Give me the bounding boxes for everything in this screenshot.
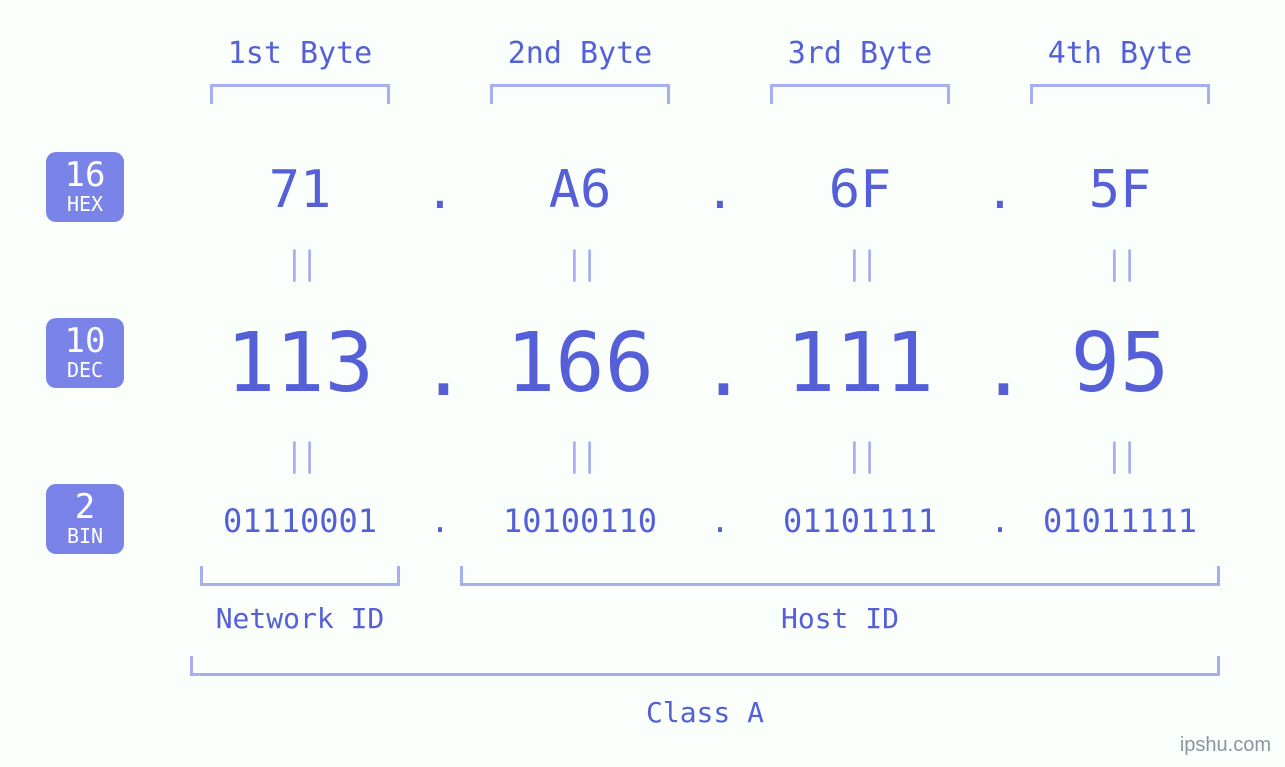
bin-dot-1: .: [420, 502, 460, 540]
host-id-bracket: [460, 566, 1220, 586]
dec-byte-1: 113: [180, 316, 420, 411]
byte-bracket-4: [1030, 84, 1210, 104]
dec-dot-2: .: [700, 324, 740, 414]
byte-bracket-2: [490, 84, 670, 104]
equals-dec-bin-2: ||: [460, 436, 700, 474]
dec-dot-1: .: [420, 324, 460, 414]
byte-bracket-3: [770, 84, 950, 104]
watermark: ipshu.com: [1180, 734, 1271, 757]
byte-label-4: 4th Byte: [1020, 36, 1220, 71]
hex-byte-3: 6F: [740, 160, 980, 220]
equals-dec-bin-1: ||: [180, 436, 420, 474]
network-id-bracket: [200, 566, 400, 586]
dec-dot-3: .: [980, 324, 1020, 414]
bin-byte-1: 01110001: [180, 502, 420, 540]
dec-byte-3: 111: [740, 316, 980, 411]
base-label-dec: DEC: [46, 360, 124, 380]
ip-breakdown-diagram: 16 HEX 10 DEC 2 BIN 1st Byte 2nd Byte 3r…: [0, 0, 1285, 767]
base-label-bin: BIN: [46, 526, 124, 546]
byte-label-3: 3rd Byte: [740, 36, 980, 71]
equals-hex-dec-1: ||: [180, 244, 420, 282]
class-bracket: [190, 656, 1220, 676]
bin-byte-4: 01011111: [1020, 502, 1220, 540]
equals-hex-dec-2: ||: [460, 244, 700, 282]
base-num-bin: 2: [46, 490, 124, 524]
dec-byte-4: 95: [1020, 316, 1220, 411]
bin-dot-3: .: [980, 502, 1020, 540]
base-num-hex: 16: [46, 158, 124, 192]
byte-label-1: 1st Byte: [180, 36, 420, 71]
equals-dec-bin-4: ||: [1020, 436, 1220, 474]
host-id-label: Host ID: [460, 602, 1220, 635]
byte-bracket-1: [210, 84, 390, 104]
base-num-dec: 10: [46, 324, 124, 358]
equals-hex-dec-4: ||: [1020, 244, 1220, 282]
base-label-hex: HEX: [46, 194, 124, 214]
hex-dot-2: .: [700, 164, 740, 220]
equals-hex-dec-3: ||: [740, 244, 980, 282]
hex-byte-4: 5F: [1020, 160, 1220, 220]
hex-byte-2: A6: [460, 160, 700, 220]
hex-byte-1: 71: [180, 160, 420, 220]
equals-dec-bin-3: ||: [740, 436, 980, 474]
hex-dot-1: .: [420, 164, 460, 220]
base-badge-hex: 16 HEX: [46, 152, 124, 222]
class-label: Class A: [190, 696, 1220, 729]
base-badge-bin: 2 BIN: [46, 484, 124, 554]
bin-dot-2: .: [700, 502, 740, 540]
base-badge-dec: 10 DEC: [46, 318, 124, 388]
byte-label-2: 2nd Byte: [460, 36, 700, 71]
bin-byte-2: 10100110: [460, 502, 700, 540]
hex-dot-3: .: [980, 164, 1020, 220]
bin-byte-3: 01101111: [740, 502, 980, 540]
network-id-label: Network ID: [180, 602, 420, 635]
dec-byte-2: 166: [460, 316, 700, 411]
